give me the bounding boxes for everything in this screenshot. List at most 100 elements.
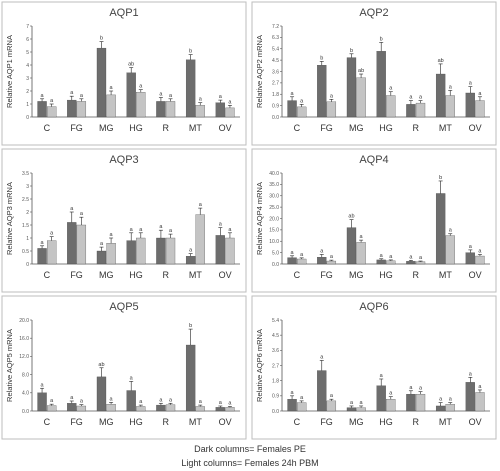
y-tick-label: 1 xyxy=(26,102,29,108)
bar-dark xyxy=(317,370,327,412)
significance-letter: a xyxy=(100,241,104,247)
bar-dark xyxy=(435,73,446,118)
bar-dark xyxy=(376,259,386,265)
significance-letter: a xyxy=(350,400,354,406)
significance-letter: a xyxy=(139,227,143,233)
y-tick-label: 3.5 xyxy=(22,171,29,177)
x-category-label: C xyxy=(44,417,51,427)
significance-letter: a xyxy=(419,386,423,392)
significance-letter: a xyxy=(50,98,54,104)
bar-light xyxy=(136,92,146,118)
bar-dark xyxy=(346,227,357,265)
y-tick-label: 0 xyxy=(26,262,29,268)
y-tick-label: 0.9 xyxy=(272,394,279,400)
bar-light xyxy=(76,405,87,412)
x-category-label: MG xyxy=(349,417,364,427)
panel-title: AQP6 xyxy=(359,301,388,313)
significance-letter: a xyxy=(469,244,473,250)
significance-letter: a xyxy=(409,385,413,391)
significance-letter: a xyxy=(130,375,134,381)
x-category-label: MG xyxy=(99,417,114,427)
y-tick-label: 2.7 xyxy=(272,363,279,369)
y-tick-label: 6.3 xyxy=(272,35,279,41)
bar-light xyxy=(47,240,57,265)
significance-letter: b xyxy=(189,323,192,329)
significance-letter: ab xyxy=(98,362,104,368)
x-category-label: C xyxy=(44,123,51,133)
y-tick-label: 2 xyxy=(26,89,29,95)
x-category-label: HG xyxy=(379,417,393,427)
y-tick-label: 20.0 xyxy=(269,216,279,222)
bar-dark xyxy=(435,405,446,412)
y-tick-label: 40.0 xyxy=(269,171,279,177)
significance-letter: a xyxy=(159,397,163,403)
significance-letter: a xyxy=(409,254,413,260)
significance-letter: a xyxy=(139,399,143,405)
bar-light xyxy=(195,105,205,118)
bar-dark xyxy=(215,235,225,265)
significance-letter: a xyxy=(291,390,295,396)
chart-panel-3: AQP3 Relative AQP3 mRNA 0 0.5 1 1.5 2 2.5 3 3.5 Ca… xyxy=(1,148,247,293)
significance-letter: a xyxy=(439,397,443,403)
significance-letter: a xyxy=(70,206,74,212)
x-category-label: OV xyxy=(219,417,232,427)
bar-dark xyxy=(435,193,446,265)
y-tick-label: 0.0 xyxy=(22,409,29,415)
bar-dark xyxy=(156,237,166,265)
significance-letter: a xyxy=(449,228,453,234)
significance-letter: a xyxy=(70,395,74,401)
x-category-label: OV xyxy=(469,270,482,280)
y-tick-label: 6 xyxy=(26,37,29,43)
x-category-label: C xyxy=(294,123,301,133)
significance-letter: b xyxy=(320,55,323,61)
significance-letter: a xyxy=(419,95,423,101)
x-category-label: FG xyxy=(320,417,333,427)
bar-dark xyxy=(465,382,475,412)
panel-title: AQP3 xyxy=(109,154,138,166)
significance-letter: a xyxy=(199,97,203,103)
significance-letter: a xyxy=(330,393,334,399)
significance-letter: b xyxy=(439,175,442,181)
bar-dark xyxy=(215,407,225,412)
bar-light xyxy=(225,237,235,265)
y-tick-label: 8.0 xyxy=(22,372,29,378)
significance-letter: a xyxy=(159,224,163,230)
significance-letter: b xyxy=(350,48,353,54)
y-tick-label: 12.0 xyxy=(19,354,29,360)
significance-letter: a xyxy=(130,227,134,233)
bar-light xyxy=(225,407,235,412)
significance-letter: a xyxy=(449,84,453,90)
x-category-label: FG xyxy=(320,123,333,133)
significance-letter: a xyxy=(419,255,423,261)
bar-light xyxy=(165,237,176,265)
bar-dark xyxy=(465,252,475,265)
significance-letter: a xyxy=(199,399,203,405)
y-tick-label: 35.0 xyxy=(269,182,279,188)
significance-letter: a xyxy=(41,240,45,246)
significance-letter: b xyxy=(380,36,383,42)
y-tick-label: 5.4 xyxy=(272,318,279,324)
bar-dark xyxy=(287,100,297,118)
panel-frame xyxy=(251,1,497,146)
bar-dark xyxy=(346,407,357,412)
x-category-label: HG xyxy=(379,270,393,280)
bar-light xyxy=(195,406,205,412)
significance-letter: a xyxy=(169,228,173,234)
bar-dark xyxy=(185,256,196,265)
significance-letter: a xyxy=(291,91,295,97)
significance-letter: a xyxy=(80,211,84,217)
significance-letter: a xyxy=(110,232,114,238)
panel-title: AQP4 xyxy=(359,154,388,166)
bar-light xyxy=(297,402,307,412)
significance-letter: a xyxy=(320,354,324,360)
bar-dark xyxy=(96,250,107,265)
y-tick-label: 15.0 xyxy=(269,228,279,234)
y-tick-label: 0.9 xyxy=(272,103,279,109)
significance-letter: a xyxy=(449,397,453,403)
significance-letter: ab xyxy=(128,62,134,68)
x-category-label: R xyxy=(162,123,169,133)
significance-letter: a xyxy=(228,227,232,233)
bar-light xyxy=(475,255,485,265)
bar-light xyxy=(106,94,116,118)
